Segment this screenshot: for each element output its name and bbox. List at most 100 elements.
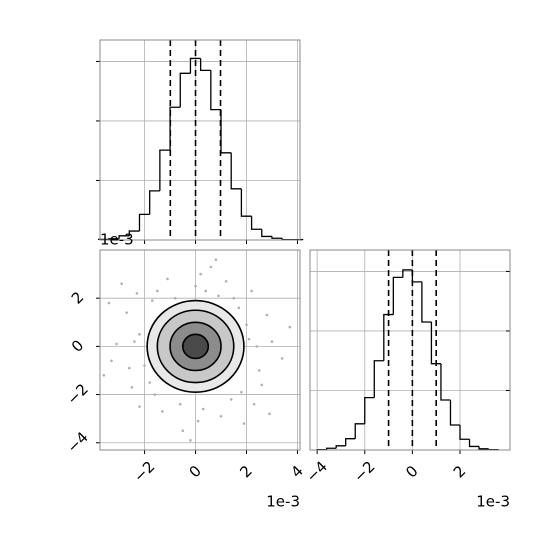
axes-frame (99, 39, 301, 241)
histogram-step (421, 281, 432, 323)
histogram-step (149, 190, 160, 215)
histogram-step (335, 445, 346, 449)
histogram-step (220, 109, 232, 154)
scatter-point (127, 366, 131, 370)
scatter-point (110, 359, 113, 363)
scatter-point (252, 402, 256, 406)
scatter-point (115, 342, 118, 346)
scatter-point (257, 369, 261, 372)
histogram-step (468, 439, 480, 448)
histogram-step (189, 57, 201, 74)
histogram-step (210, 70, 222, 111)
scatter-point (178, 402, 182, 406)
scatter-point (255, 345, 258, 348)
scatter-point (102, 374, 106, 377)
histogram-step (430, 322, 441, 365)
y-tick-label: 2 (68, 288, 87, 307)
histogram-step (440, 363, 451, 401)
histogram-step (478, 446, 489, 450)
scatter-point (260, 383, 264, 387)
axes-frame (309, 249, 511, 451)
scatter-point (173, 296, 177, 300)
scatter-point (229, 398, 233, 401)
y-tick-label: 0 (68, 336, 87, 355)
y-offset-label: 1e-3 (100, 231, 134, 249)
histogram-step (261, 229, 272, 238)
y-tick-label: −2 (63, 380, 91, 408)
x-tick-label: −2 (350, 457, 378, 485)
histogram-step (345, 438, 356, 446)
histogram-step (179, 72, 191, 108)
histogram-step (364, 396, 375, 424)
x-tick-label: −2 (130, 457, 158, 485)
scatter-point (196, 419, 200, 423)
histogram-step (402, 269, 413, 278)
scatter-point (148, 381, 151, 384)
scatter-point (201, 407, 205, 411)
scatter-point (250, 289, 253, 293)
scatter-point (270, 340, 274, 343)
scatter-point (199, 272, 202, 276)
histogram-step (250, 216, 262, 230)
histogram-step (138, 213, 150, 232)
histogram-step (199, 58, 211, 72)
x-offset-label: 1e-3 (266, 493, 300, 511)
scatter-point (107, 301, 111, 305)
scatter-point (224, 280, 228, 283)
scatter-point (133, 340, 136, 343)
scatter-point (150, 299, 154, 302)
scatter-point (242, 422, 246, 425)
x-tick-label: −4 (303, 457, 331, 485)
scatter-point (219, 414, 223, 418)
scatter-point (247, 337, 251, 341)
scatter-point (135, 292, 139, 295)
scatter-point (156, 289, 159, 293)
histogram-step (326, 447, 337, 450)
histogram-step (373, 360, 384, 398)
scatter-point (166, 277, 169, 281)
histogram-step (281, 238, 293, 241)
scatter-point (181, 429, 185, 433)
scatter-point (204, 289, 208, 293)
axes-frame (99, 249, 301, 451)
histogram-step (240, 188, 252, 217)
histogram-step (108, 238, 120, 240)
x-tick-label: 2 (450, 462, 469, 481)
histogram-step (449, 400, 460, 426)
x-tick-label: 2 (236, 462, 255, 481)
scatter-point (138, 333, 141, 336)
scatter-point (245, 323, 248, 326)
scatter-point (268, 412, 271, 416)
x-tick-label: 0 (185, 462, 204, 481)
x-tick-label: 0 (402, 462, 421, 481)
y-tick-label: −4 (63, 428, 91, 456)
histogram-step (354, 423, 365, 439)
histogram-step (230, 152, 242, 190)
scatter-point (161, 410, 164, 413)
scatter-point (232, 296, 236, 300)
histogram-step (383, 313, 394, 361)
scatter-point (280, 357, 284, 360)
scatter-point (153, 393, 157, 396)
scatter-point (120, 282, 123, 286)
scatter-point (125, 311, 129, 314)
histogram-step (128, 230, 140, 236)
scatter-point (237, 306, 241, 310)
scatter-point (138, 405, 141, 408)
scatter-point (240, 390, 243, 394)
scatter-point (288, 325, 292, 329)
histogram-step (392, 276, 403, 315)
histogram-step (98, 238, 109, 241)
scatter-point (217, 294, 220, 298)
scatter-point (194, 284, 197, 288)
histogram-step (271, 236, 283, 239)
contour (182, 333, 210, 360)
x-offset-label: 1e-3 (476, 493, 510, 511)
scatter-point (265, 313, 269, 317)
scatter-point (130, 386, 134, 389)
histogram-step (459, 425, 470, 440)
scatter-point (189, 439, 192, 442)
histogram-step (118, 235, 130, 239)
scatter-point (214, 258, 218, 261)
